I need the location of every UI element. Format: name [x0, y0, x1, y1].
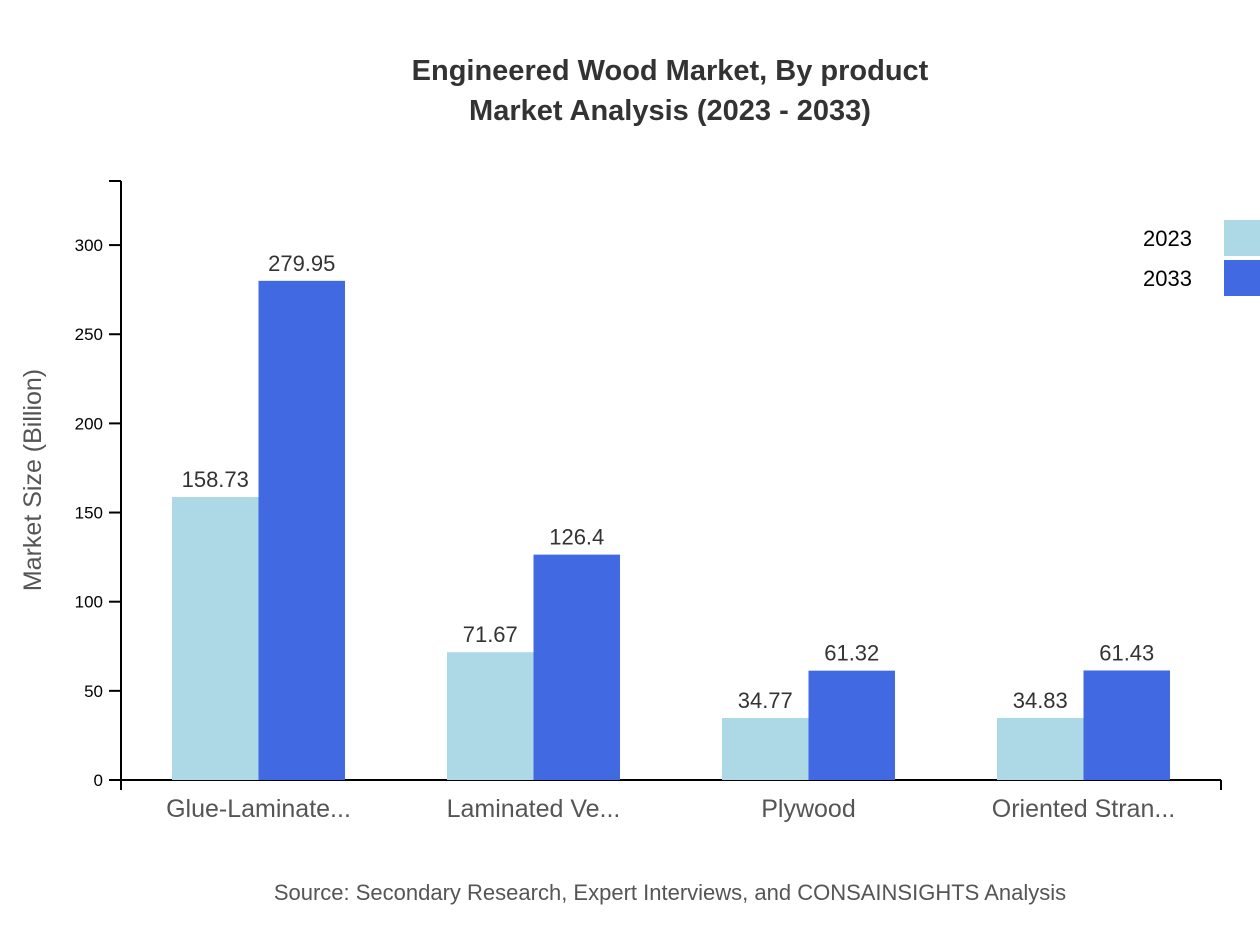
legend-swatch — [1224, 220, 1260, 256]
legend-label: 2033 — [1143, 266, 1192, 291]
bar-2033 — [808, 670, 895, 780]
data-label: 61.43 — [1099, 640, 1154, 665]
bar-2023 — [722, 718, 809, 780]
bar-2023 — [172, 496, 259, 780]
y-tick-label: 100 — [75, 593, 103, 612]
bar-2033 — [1083, 670, 1170, 780]
x-tick-label: Laminated Ve... — [447, 795, 621, 823]
source-note: Source: Secondary Research, Expert Inter… — [274, 880, 1066, 905]
data-label: 34.83 — [1013, 688, 1068, 713]
bar-2023 — [447, 652, 534, 780]
bar-2033 — [258, 280, 345, 780]
data-label: 71.67 — [463, 622, 518, 647]
y-tick-label: 300 — [75, 236, 103, 255]
data-label: 158.73 — [182, 467, 249, 492]
data-label: 34.77 — [738, 688, 793, 713]
x-tick-label: Oriented Stran... — [992, 795, 1175, 823]
bar-2023 — [997, 717, 1084, 780]
y-axis-label: Market Size (Billion) — [19, 369, 47, 591]
x-tick-label: Glue-Laminate... — [166, 795, 351, 823]
y-tick-label: 150 — [75, 504, 103, 523]
data-label: 279.95 — [268, 251, 335, 276]
y-tick-label: 50 — [84, 682, 103, 701]
chart-title: Engineered Wood Market, By product — [412, 55, 929, 87]
y-tick-label: 250 — [75, 325, 103, 344]
legend-swatch — [1224, 260, 1260, 296]
x-tick-label: Plywood — [761, 795, 856, 823]
chart-subtitle: Market Analysis (2023 - 2033) — [469, 95, 871, 127]
y-tick-label: 0 — [94, 771, 103, 790]
legend-label: 2023 — [1143, 226, 1192, 251]
data-label: 126.4 — [549, 525, 604, 550]
y-tick-label: 200 — [75, 414, 103, 433]
data-label: 61.32 — [824, 641, 879, 666]
bar-2033 — [533, 554, 620, 780]
